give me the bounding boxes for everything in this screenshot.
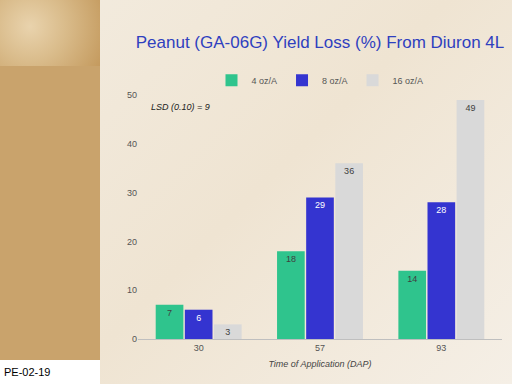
svg-text:4 oz/A: 4 oz/A <box>252 76 278 86</box>
svg-text:18: 18 <box>286 254 296 264</box>
svg-text:7: 7 <box>167 308 172 318</box>
svg-text:6: 6 <box>196 313 201 323</box>
svg-text:29: 29 <box>315 200 325 210</box>
svg-text:57: 57 <box>315 343 325 353</box>
svg-text:Peanut (GA-06G) Yield Loss (%): Peanut (GA-06G) Yield Loss (%) From Diur… <box>136 33 504 52</box>
svg-text:20: 20 <box>127 237 137 247</box>
svg-text:30: 30 <box>194 343 204 353</box>
svg-text:3: 3 <box>225 327 230 337</box>
svg-text:28: 28 <box>436 205 446 215</box>
svg-text:93: 93 <box>436 343 446 353</box>
svg-text:8 oz/A: 8 oz/A <box>322 76 348 86</box>
svg-text:14: 14 <box>407 274 417 284</box>
svg-text:30: 30 <box>127 188 137 198</box>
svg-text:0: 0 <box>132 334 137 344</box>
svg-text:LSD (0.10) = 9: LSD (0.10) = 9 <box>151 102 210 112</box>
svg-text:40: 40 <box>127 139 137 149</box>
svg-text:10: 10 <box>127 285 137 295</box>
svg-text:Time of Application (DAP): Time of Application (DAP) <box>268 359 371 369</box>
svg-text:49: 49 <box>465 103 475 113</box>
svg-text:50: 50 <box>127 90 137 100</box>
svg-text:16 oz/A: 16 oz/A <box>393 76 424 86</box>
svg-text:36: 36 <box>344 166 354 176</box>
html-text:PE-02-19: PE-02-19 <box>4 366 51 378</box>
